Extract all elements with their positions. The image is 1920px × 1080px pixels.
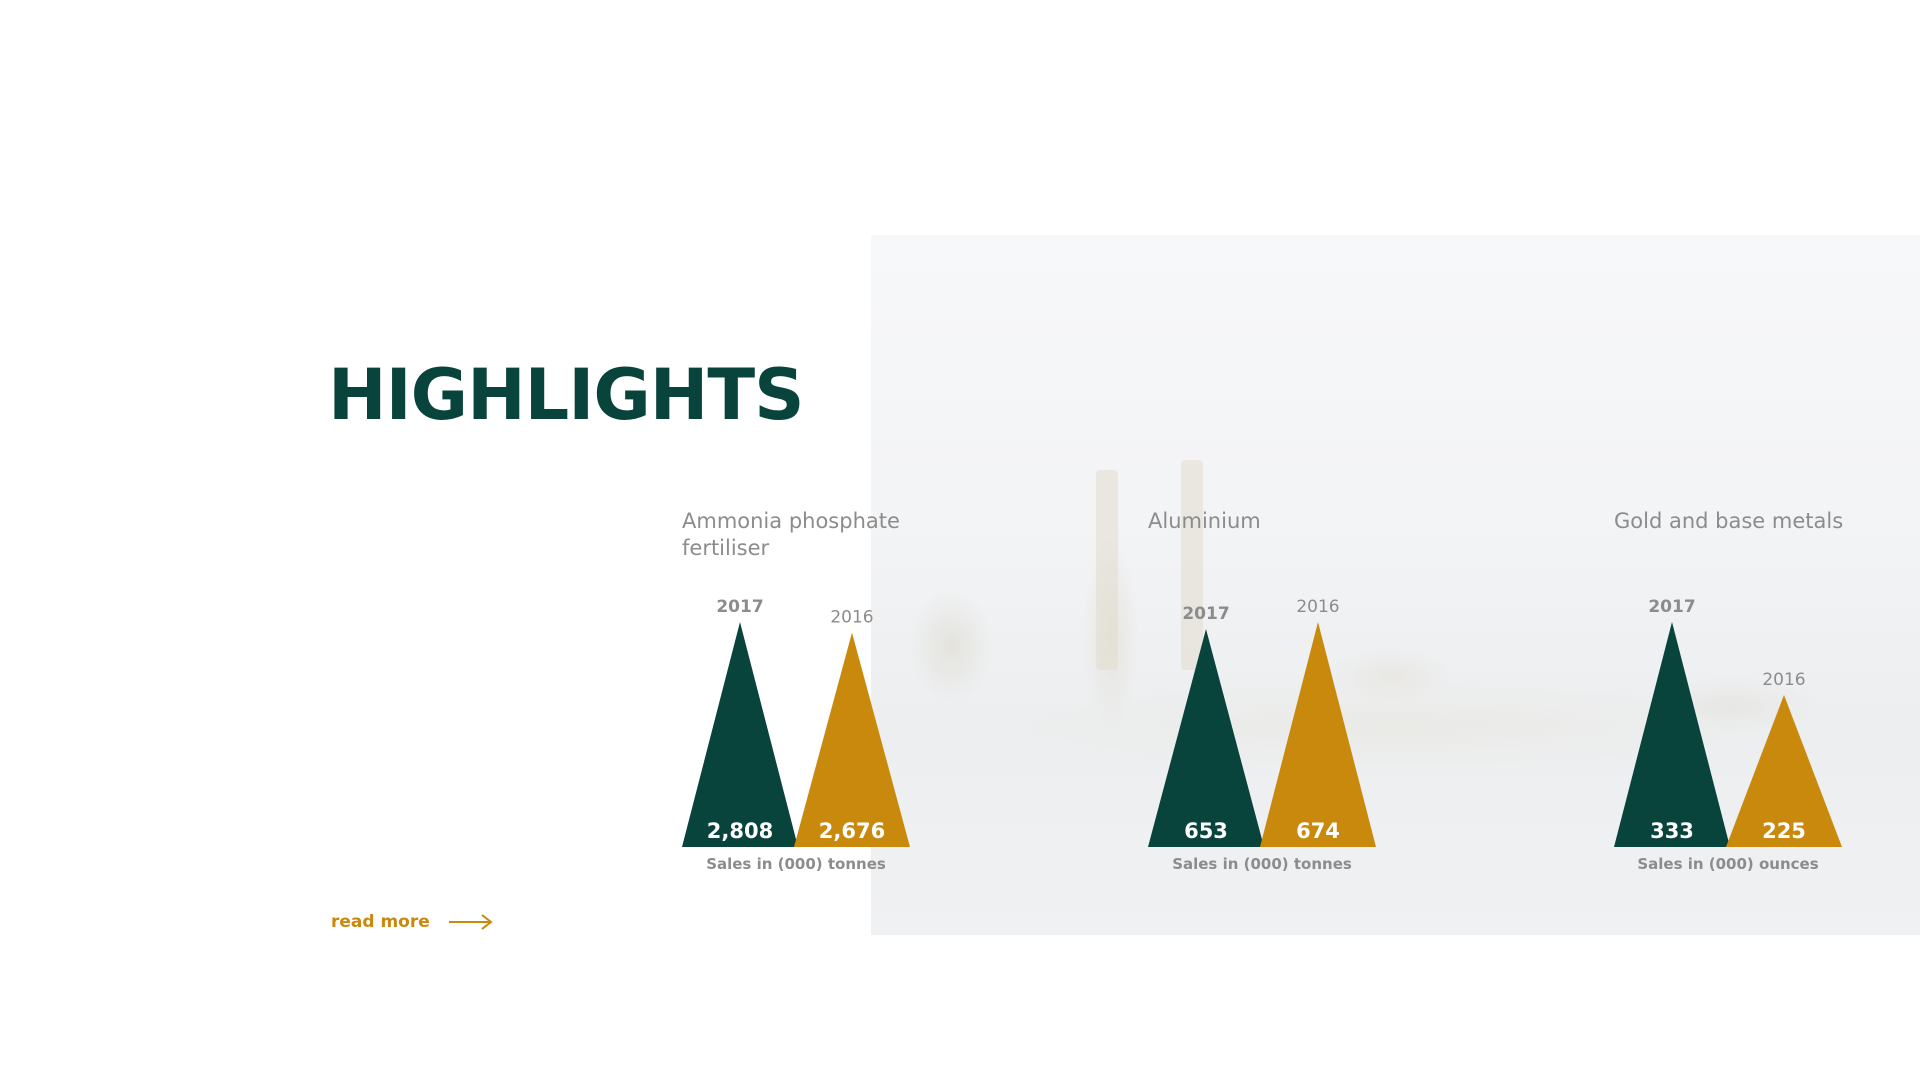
value-label: 333: [1650, 819, 1694, 843]
year-label: 2017: [1648, 597, 1695, 617]
chart-aluminium: Aluminium 2017 653 2016 674 Sales in (000) …: [1148, 505, 1478, 885]
plant-lights-glow: [871, 525, 1920, 825]
year-label: 2016: [1762, 670, 1805, 690]
background-tower: [1181, 460, 1203, 670]
year-label: 2016: [830, 608, 873, 628]
chart-gold-base-metals: Gold and base metals 2017 333 2016 225 Sale…: [1614, 505, 1920, 885]
chart-title: Gold and base metals: [1614, 509, 1844, 533]
value-label: 2,676: [819, 819, 885, 843]
arrow-right-icon: [448, 914, 493, 930]
chart-plot: 2017 653 2016 674: [1148, 597, 1376, 847]
year-label: 2017: [716, 597, 763, 617]
background-tower: [1096, 470, 1118, 670]
value-label: 2,808: [707, 819, 773, 843]
read-more-label: read more: [331, 912, 430, 932]
triangle-bar-2017: [1148, 629, 1264, 847]
chart-caption: Sales in (000) tonnes: [1172, 855, 1352, 873]
page-title: HIGHLIGHTS: [328, 354, 805, 436]
chart-title: Ammonia phosphate fertiliser: [682, 509, 900, 560]
value-label: 225: [1762, 819, 1806, 843]
year-label: 2016: [1296, 597, 1339, 617]
chart-caption: Sales in (000) tonnes: [706, 855, 886, 873]
background-image-panel: [871, 235, 1920, 935]
chart-caption: Sales in (000) ounces: [1637, 855, 1819, 873]
value-label: 653: [1184, 819, 1228, 843]
year-label: 2017: [1182, 604, 1229, 624]
triangle-bar-2016: [1260, 622, 1376, 847]
chart-plot: 2017 2,808 2016 2,676: [682, 597, 910, 847]
triangle-bar-2016: [794, 632, 910, 847]
chart-ammonia-phosphate: Ammonia phosphate fertiliser 2017 2,808 20…: [682, 505, 1012, 885]
chart-plot: 2017 333 2016 225: [1614, 597, 1842, 847]
chart-title: Aluminium: [1148, 509, 1261, 533]
triangle-bar-2017: [1614, 622, 1730, 847]
read-more-link[interactable]: read more: [331, 912, 494, 932]
triangle-bar-2017: [682, 622, 798, 847]
value-label: 674: [1296, 819, 1340, 843]
triangle-bar-2016: [1726, 694, 1842, 847]
